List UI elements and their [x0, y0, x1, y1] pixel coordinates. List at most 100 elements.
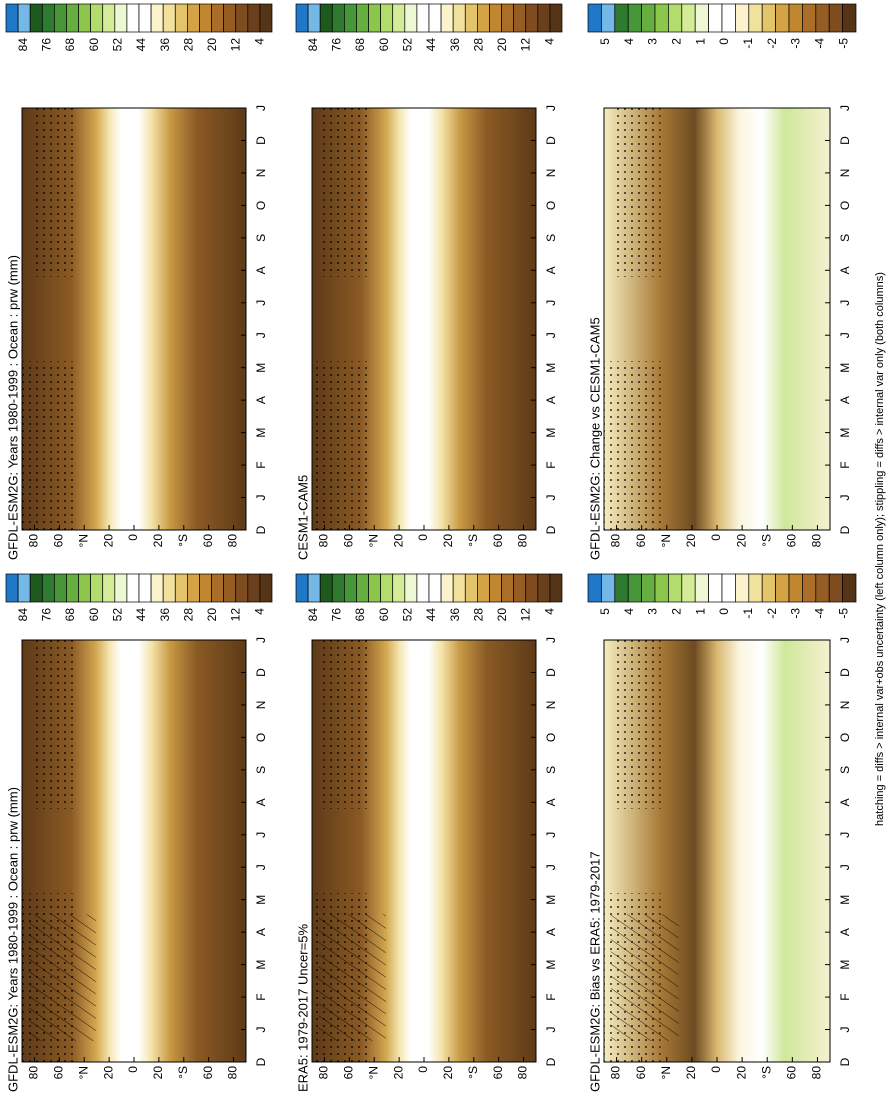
colorbar-box: [259, 573, 273, 603]
colorbar-label: 36: [158, 38, 172, 52]
colorbar-label: 68: [353, 38, 367, 52]
lat-label: 80: [226, 534, 240, 548]
month-label: D: [838, 1057, 852, 1066]
stippling: [33, 639, 78, 809]
colorbar-box: [416, 573, 430, 603]
colorbar-label: -5: [836, 38, 850, 49]
colorbar-box: [331, 573, 345, 603]
colorbar-box: [748, 3, 763, 33]
lat-label: 60: [785, 1066, 799, 1080]
colorbar-label: 52: [400, 608, 414, 622]
colorbar-label: 84: [16, 38, 30, 52]
colorbar-label: 3: [646, 608, 660, 615]
colorbar-box: [102, 3, 116, 33]
lat-label: °N: [659, 534, 673, 547]
month-label: A: [838, 928, 852, 936]
colorbar-box: [452, 3, 466, 33]
month-label: J: [838, 332, 852, 338]
lat-label: 20: [734, 1066, 748, 1080]
month-label: S: [544, 766, 558, 774]
month-label: N: [254, 701, 268, 710]
month-label: F: [838, 461, 852, 468]
lat-label: 0: [126, 1066, 140, 1073]
colorbar-box: [162, 573, 176, 603]
month-label: D: [254, 1057, 268, 1066]
colorbar-label: 2: [670, 608, 684, 615]
colorbar-box: [748, 573, 763, 603]
colorbar-box: [17, 3, 31, 33]
colorbar-label: 20: [205, 38, 219, 52]
month-label: J: [544, 1027, 558, 1033]
colorbar-label: 4: [252, 38, 266, 45]
colorbar-label: -4: [812, 608, 826, 619]
colorbar-label: 44: [424, 38, 438, 52]
lat-label: 20: [151, 534, 165, 548]
lat-label: 80: [516, 534, 530, 548]
month-label: S: [838, 234, 852, 242]
month-label: M: [254, 428, 268, 438]
lat-label: °N: [366, 1066, 380, 1079]
colorbar-label: 28: [181, 38, 195, 52]
month-label: A: [838, 396, 852, 404]
colorbar-label: 44: [134, 38, 148, 52]
lat-label: 80: [27, 534, 41, 548]
colorbar-label: 60: [87, 38, 101, 52]
colorbar-box: [549, 573, 563, 603]
colorbar-box: [842, 573, 857, 603]
colorbar-box: [668, 573, 683, 603]
panel-title: CESM1-CAM5: [295, 475, 310, 560]
colorbar-label: 60: [377, 608, 391, 622]
month-label: J: [544, 300, 558, 306]
footer-note: hatching = diffs > internal var+obs unce…: [874, 272, 886, 826]
colorbar-box: [694, 573, 709, 603]
lat-label: °S: [176, 1066, 190, 1079]
colorbar-box: [440, 573, 454, 603]
month-label: A: [254, 798, 268, 806]
stippling: [323, 107, 369, 277]
colorbar-label: 44: [134, 608, 148, 622]
colorbar-label: 68: [353, 608, 367, 622]
month-label: N: [254, 169, 268, 178]
colorbar-box: [842, 3, 857, 33]
colorbar-label: 28: [471, 608, 485, 622]
month-label: F: [254, 461, 268, 468]
colorbar-box: [356, 3, 369, 33]
colorbar-label: 68: [63, 608, 77, 622]
lat-label: °S: [759, 1066, 773, 1079]
colorbar-box: [828, 3, 843, 33]
colorbar-box: [815, 3, 830, 33]
colorbar-box: [150, 573, 164, 603]
colorbar-label: 52: [110, 38, 124, 52]
colorbar-box: [654, 573, 669, 603]
colorbar-box: [380, 3, 394, 33]
month-label: J: [838, 864, 852, 870]
month-label: D: [254, 136, 268, 145]
colorbar-box: [428, 573, 442, 603]
stippling: [604, 361, 661, 530]
colorbar-box: [489, 573, 502, 603]
colorbar-label: 36: [448, 608, 462, 622]
colorbar-box: [90, 573, 104, 603]
colorbar-box: [708, 3, 723, 33]
colorbar-box: [708, 573, 723, 603]
colorbar-label: -2: [765, 38, 779, 49]
month-label: M: [254, 960, 268, 970]
month-label: M: [254, 895, 268, 905]
colorbar-box: [681, 3, 696, 33]
month-label: J: [254, 864, 268, 870]
lat-label: °N: [76, 1066, 90, 1079]
month-label: F: [544, 993, 558, 1000]
colorbar-label: -4: [812, 38, 826, 49]
lat-label: 0: [709, 534, 723, 541]
colorbar-box: [761, 3, 776, 33]
lat-label: 60: [634, 1066, 648, 1080]
month-label: J: [838, 832, 852, 838]
colorbar-box: [721, 3, 736, 33]
colorbar-box: [788, 3, 803, 33]
month-label: S: [254, 766, 268, 774]
lat-label: 20: [151, 1066, 165, 1080]
stippling: [615, 639, 661, 809]
lat-label: 60: [201, 1066, 215, 1080]
month-label: N: [544, 701, 558, 710]
lat-label: 80: [810, 534, 824, 548]
